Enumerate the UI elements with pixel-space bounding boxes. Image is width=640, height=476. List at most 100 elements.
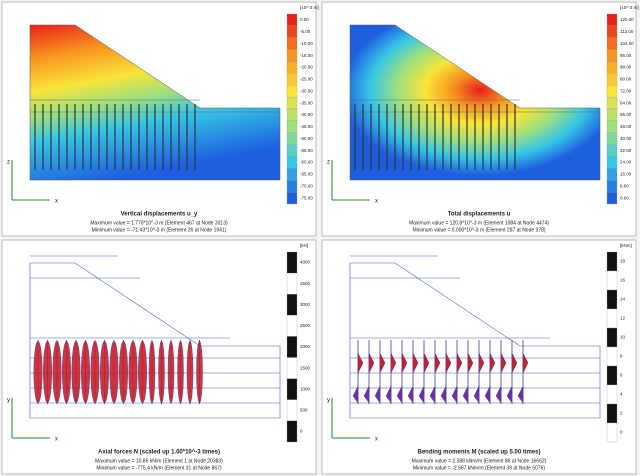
- scale-label: -30.00: [300, 88, 313, 93]
- axial-force-diagram: [33, 340, 43, 404]
- axis-label: y: [7, 398, 10, 404]
- scale-label: -40.00: [300, 112, 313, 117]
- panel-info: Minimum value = -775.4 kN/m (Element 31 …: [96, 465, 222, 471]
- moment-diagram: [511, 352, 518, 374]
- scale-segment: [606, 270, 618, 291]
- axial-force-diagram: [158, 340, 165, 404]
- moment-diagram: [423, 352, 430, 374]
- panel-info: Minimum value = -2.567 kNm/m (Element 39…: [413, 465, 545, 471]
- scale-segment: [606, 49, 618, 62]
- contour-field: [29, 24, 281, 181]
- scale-segment: [606, 120, 618, 133]
- scale-segment: [606, 168, 618, 181]
- scale-label: -5.00: [300, 29, 311, 34]
- scale-unit: [10^-3 m]: [300, 5, 319, 10]
- moment-diagram: [478, 352, 485, 374]
- scale-label: 18: [620, 259, 626, 264]
- scale-label: 12: [620, 316, 626, 321]
- scale-label: 96.00: [620, 53, 632, 58]
- scale-label: 120.00: [620, 17, 634, 22]
- axis-label: z: [327, 160, 330, 166]
- scale-label: 1500: [300, 365, 311, 370]
- scale-label: 32.00: [620, 148, 632, 153]
- scale-label: 3000: [300, 302, 311, 307]
- moment-diagram: [390, 352, 397, 374]
- moment-diagram: [429, 385, 436, 404]
- scale-segment: [606, 403, 618, 424]
- moment-diagram: [396, 385, 403, 404]
- scale-segment: [606, 384, 618, 405]
- scale-label: 2000: [300, 344, 311, 349]
- scale-segment: [606, 191, 618, 205]
- scale-label: 2: [620, 411, 623, 416]
- scale-segment: [606, 85, 618, 98]
- scale-segment: [286, 251, 298, 274]
- scale-segment: [286, 272, 298, 295]
- scale-segment: [606, 13, 618, 27]
- scale-segment: [286, 180, 298, 193]
- scale-unit: [kN]: [300, 243, 308, 248]
- scale-segment: [606, 180, 618, 193]
- scale-segment: [606, 422, 618, 443]
- scale-label: 104.00: [620, 41, 634, 46]
- panel-info: Maximum value = 2.388 kNm/m (Element 86 …: [412, 458, 547, 464]
- axial-force-diagram: [81, 340, 90, 404]
- scale-segment: [606, 96, 618, 110]
- scale-segment: [606, 73, 618, 86]
- scale-label: -50.00: [300, 136, 313, 141]
- axial-force-diagram: [71, 340, 81, 404]
- moment-diagram: [401, 352, 408, 374]
- moment-diagram: [352, 385, 359, 404]
- moment-diagram: [522, 352, 529, 374]
- axial-force-diagram: [138, 340, 147, 404]
- scale-label: 88.00: [620, 65, 632, 70]
- axial-force-diagram: [43, 340, 52, 404]
- scale-segment: [286, 294, 298, 316]
- moment-diagram: [517, 385, 524, 404]
- scale-segment: [286, 420, 298, 443]
- moment-diagram: [473, 385, 480, 404]
- scale-segment: [286, 37, 298, 50]
- axial-force-diagram: [90, 340, 100, 404]
- axial-force-diagram: [167, 340, 175, 404]
- scale-segment: [606, 37, 618, 50]
- moment-diagram: [434, 352, 441, 374]
- result-panel: z x [10^-3 m] 120.00 112.00 104.00 96.00 88.00 8…: [321, 1, 639, 237]
- scale-segment: [606, 327, 618, 348]
- axis-label: x: [375, 199, 378, 205]
- panel-title: Axial forces N (scaled up 1.00*10^-3 tim…: [98, 450, 220, 456]
- moment-diagram: [500, 352, 507, 374]
- scale-segment: [606, 346, 618, 367]
- scale-label: 16: [620, 278, 626, 283]
- axial-force-diagram: [100, 340, 109, 404]
- moment-diagram: [418, 385, 425, 404]
- axis-label: x: [55, 199, 58, 205]
- panel-info: Maximum value = 120.8*10^-3 m (Element 1…: [409, 220, 549, 226]
- scale-segment: [606, 289, 618, 310]
- scale-segment: [286, 96, 298, 110]
- scale-segment: [286, 85, 298, 98]
- scale-label: 72.00: [620, 88, 632, 93]
- scale-label: 2500: [300, 323, 311, 328]
- axial-force-diagram: [119, 340, 128, 404]
- scale-segment: [606, 108, 618, 122]
- axis-label: x: [55, 437, 58, 443]
- scale-segment: [286, 168, 298, 181]
- moment-diagram: [412, 352, 419, 374]
- scale-segment: [286, 315, 298, 337]
- scale-unit: [kNm]: [620, 243, 632, 248]
- result-panel: z x [10^-3 m] 0.00 -5.00 -10.00 -15.00 -20.00 -2…: [1, 1, 319, 237]
- scale-segment: [286, 49, 298, 62]
- scale-label: 0: [300, 429, 303, 434]
- scale-label: 500: [300, 408, 308, 413]
- scale-segment: [286, 132, 298, 145]
- scale-segment: [286, 191, 298, 205]
- scale-label: -20.00: [300, 65, 313, 70]
- panel-info: Maximum value = 10.85 kN/m (Element 1 at…: [95, 458, 223, 464]
- scale-label: 48.00: [620, 124, 632, 129]
- scale-segment: [286, 25, 298, 38]
- scale-label: -60.00: [300, 160, 313, 165]
- axial-force-diagram: [186, 340, 194, 404]
- scale-segment: [286, 357, 298, 379]
- moment-diagram: [357, 352, 364, 374]
